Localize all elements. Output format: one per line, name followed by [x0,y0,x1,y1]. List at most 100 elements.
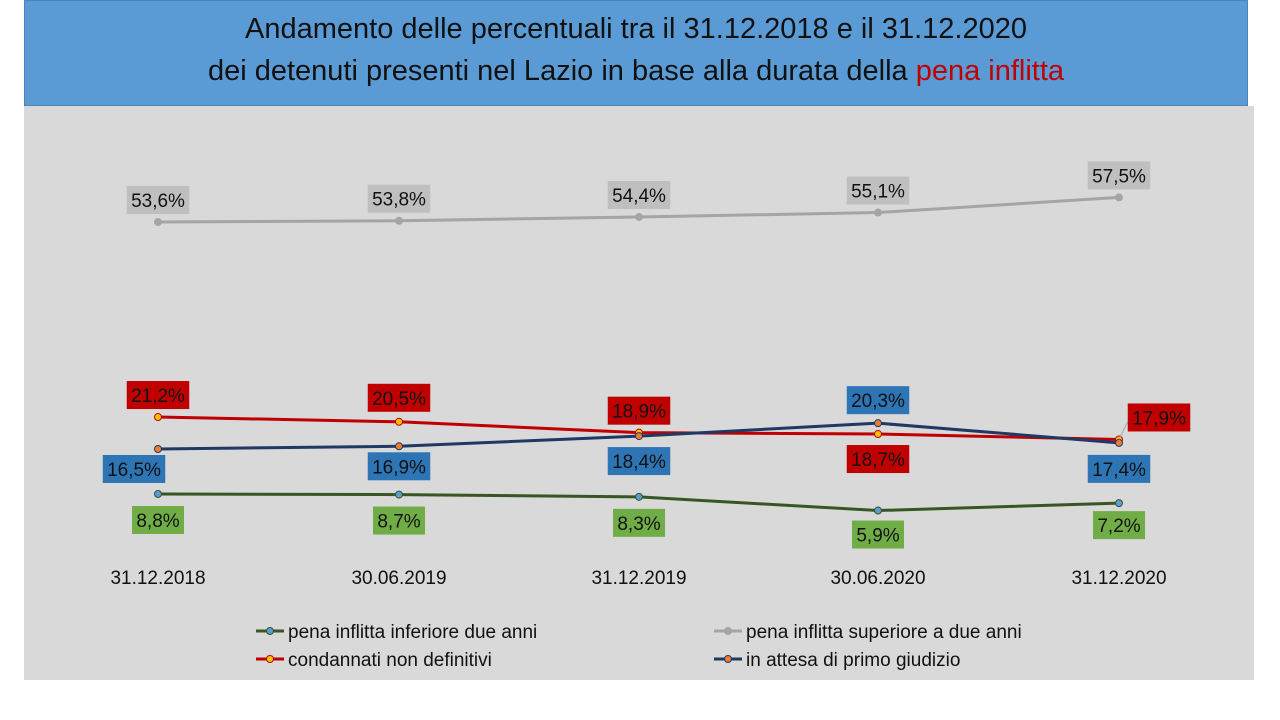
data-label-box [1087,454,1151,483]
data-label-condannati-non-definitivi: 21,2% [126,381,190,410]
data-label-text: 53,6% [131,191,185,212]
title-bar: Andamento delle percentuali tra il 31.12… [24,0,1248,106]
data-label-text: 8,7% [377,512,420,533]
data-point-superiore-due-anni [154,218,162,226]
data-label-box [846,176,910,205]
x-tick-label: 30.06.2019 [351,568,446,589]
data-label-condannati-non-definitivi: 20,5% [367,383,431,412]
data-label-text: 18,7% [851,450,905,471]
legend-label: pena inflitta superiore a due anni [746,622,1022,643]
data-label-box [102,455,166,483]
data-label-box [607,180,671,209]
data-label-box [367,452,431,481]
data-label-box [1093,511,1145,540]
legend-marker [266,655,274,663]
data-label-box [367,383,431,412]
legend-item-in-attesa-giudizio[interactable]: in attesa di primo giudizio [714,650,960,671]
legend-item-superiore-due-anni[interactable]: pena inflitta superiore a due anni [714,622,1022,643]
data-label-superiore-due-anni: 55,1% [846,176,910,205]
data-label-box [1127,403,1191,432]
data-label-box [846,386,910,415]
series-markers [154,193,1123,515]
data-point-in-attesa-giudizio [395,442,403,451]
x-tick-label: 31.12.2019 [591,568,686,589]
data-label-text: 18,9% [612,402,666,423]
data-point-in-attesa-giudizio [1115,438,1123,447]
data-point-superiore-due-anni [395,216,403,225]
data-label-inferiore-due-anni: 8,8% [132,506,184,534]
legend-marker [724,627,732,635]
line-chart: 8,8% 8,7% 8,3% 5,9% 7,2% 53,6% 53,8% 54,4% 55,1%… [102,161,1191,671]
data-label-inferiore-due-anni: 5,9% [852,520,904,549]
data-point-condannati-non-definitivi [154,413,162,422]
data-label-box [846,445,910,474]
data-label-box [607,396,671,425]
data-label-in-attesa-giudizio: 16,9% [367,452,431,481]
data-label-text: 57,5% [1092,166,1146,187]
data-point-in-attesa-giudizio [154,445,162,453]
x-tick-label: 31.12.2020 [1071,568,1166,589]
data-label-superiore-due-anni: 54,4% [607,180,671,209]
data-label-text: 54,4% [612,186,666,207]
data-point-inferiore-due-anni [874,506,882,515]
data-label-text: 20,5% [372,389,426,410]
plot-area: 8,8% 8,7% 8,3% 5,9% 7,2% 53,6% 53,8% 54,4% 55,1%… [24,106,1254,680]
data-label-text: 18,4% [612,452,666,473]
data-label-text: 17,9% [1132,408,1186,429]
data-label-inferiore-due-anni: 8,3% [613,508,665,537]
data-label-inferiore-due-anni: 7,2% [1093,511,1145,540]
chart-title-line-2: dei detenuti presenti nel Lazio in base … [25,55,1247,88]
data-label-text: 8,8% [136,511,179,532]
data-point-condannati-non-definitivi [395,417,403,426]
legend-label: condannati non definitivi [288,650,492,671]
legend-item-condannati-non-definitivi[interactable]: condannati non definitivi [256,650,492,671]
data-label-in-attesa-giudizio: 18,4% [607,447,671,476]
chart-title-line-1: Andamento delle percentuali tra il 31.12… [245,13,1027,45]
data-labels: 8,8% 8,7% 8,3% 5,9% 7,2% 53,6% 53,8% 54,4% 55,1%… [102,161,1191,549]
legend-label: in attesa di primo giudizio [746,650,960,671]
chart-title-highlight: pena inflitta [915,55,1065,87]
data-point-condannati-non-definitivi [874,430,882,439]
data-point-in-attesa-giudizio [874,419,882,428]
data-label-text: 17,4% [1092,460,1146,481]
data-point-inferiore-due-anni [395,490,403,499]
data-label-superiore-due-anni: 53,6% [126,186,190,214]
legend[interactable]: pena inflitta inferiore due anni pena inf… [256,622,1022,671]
data-label-text: 16,5% [107,460,161,481]
data-label-condannati-non-definitivi: 17,9% [1118,403,1191,440]
data-label-text: 5,9% [856,526,899,547]
legend-marker [266,627,274,635]
data-label-box [126,381,190,410]
data-point-inferiore-due-anni [154,490,162,498]
data-label-box [132,506,184,534]
data-point-superiore-due-anni [1115,193,1123,202]
data-label-condannati-non-definitivi: 18,7% [846,445,910,474]
data-label-box [607,447,671,476]
data-label-box [367,184,431,213]
chart-title-line-2-text: dei detenuti presenti nel Lazio in base … [207,55,916,87]
data-label-text: 53,8% [372,190,426,211]
data-label-leader [1118,421,1129,440]
data-point-in-attesa-giudizio [635,432,643,441]
data-label-box [852,520,904,549]
data-label-in-attesa-giudizio: 16,5% [102,455,166,483]
data-label-text: 16,9% [372,457,426,478]
data-label-text: 8,3% [617,514,660,535]
legend-item-inferiore-due-anni[interactable]: pena inflitta inferiore due anni [256,622,537,643]
data-label-box [373,506,425,535]
data-label-in-attesa-giudizio: 20,3% [846,386,910,415]
data-label-text: 20,3% [851,391,905,412]
data-label-box [1087,161,1151,190]
data-label-text: 21,2% [131,386,185,407]
data-label-in-attesa-giudizio: 17,4% [1087,454,1151,483]
data-label-inferiore-due-anni: 8,7% [373,506,425,535]
data-label-superiore-due-anni: 53,8% [367,184,431,213]
data-label-text: 55,1% [851,182,905,203]
data-point-superiore-due-anni [874,208,882,217]
legend-label: pena inflitta inferiore due anni [288,622,537,643]
x-tick-label: 30.06.2020 [830,568,925,589]
data-label-box [126,186,190,214]
data-label-text: 7,2% [1097,516,1140,537]
data-label-superiore-due-anni: 57,5% [1087,161,1151,190]
data-point-inferiore-due-anni [635,492,643,501]
